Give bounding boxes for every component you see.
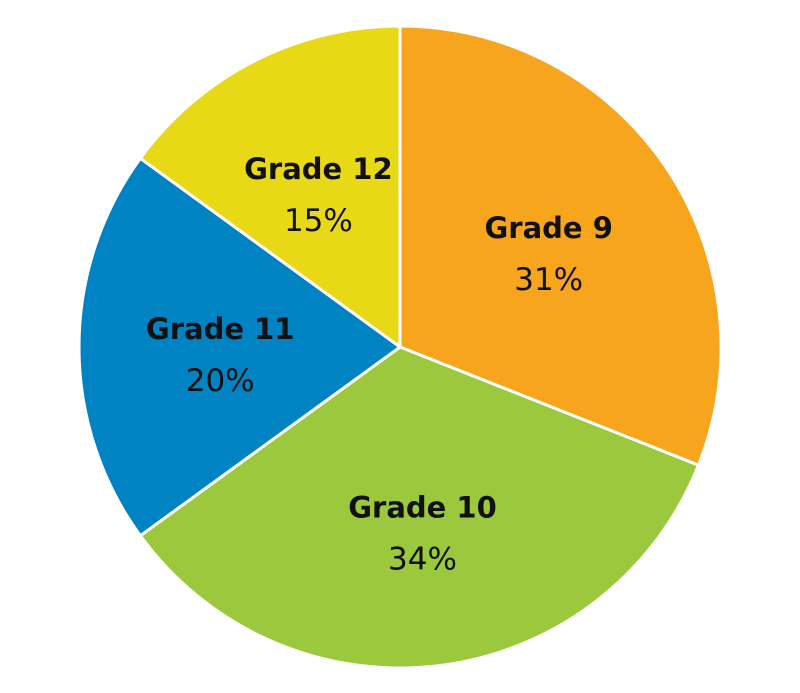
slice-value-grade-10: 34% — [388, 541, 457, 577]
pie-slice-grade-10 — [138, 345, 700, 670]
slice-label-grade-11: Grade 11 — [146, 312, 295, 346]
slice-label-grade-10: Grade 10 — [348, 490, 497, 524]
slice-label-grade-12: Grade 12 — [244, 152, 393, 186]
slice-label-grade-9: Grade 9 — [485, 211, 613, 245]
pie-slice-grade-12 — [138, 24, 402, 349]
pie-labels: Grade 9 31% Grade 10 34% Grade 11 20% Grade 12… — [146, 152, 613, 577]
slice-value-grade-11: 20% — [186, 363, 255, 399]
slice-value-grade-12: 15% — [284, 203, 353, 239]
pie-slice-grade-11 — [77, 156, 402, 538]
slice-value-grade-9: 31% — [514, 262, 583, 298]
pie-slices — [77, 24, 723, 670]
pie-slice-grade-9 — [398, 24, 723, 467]
